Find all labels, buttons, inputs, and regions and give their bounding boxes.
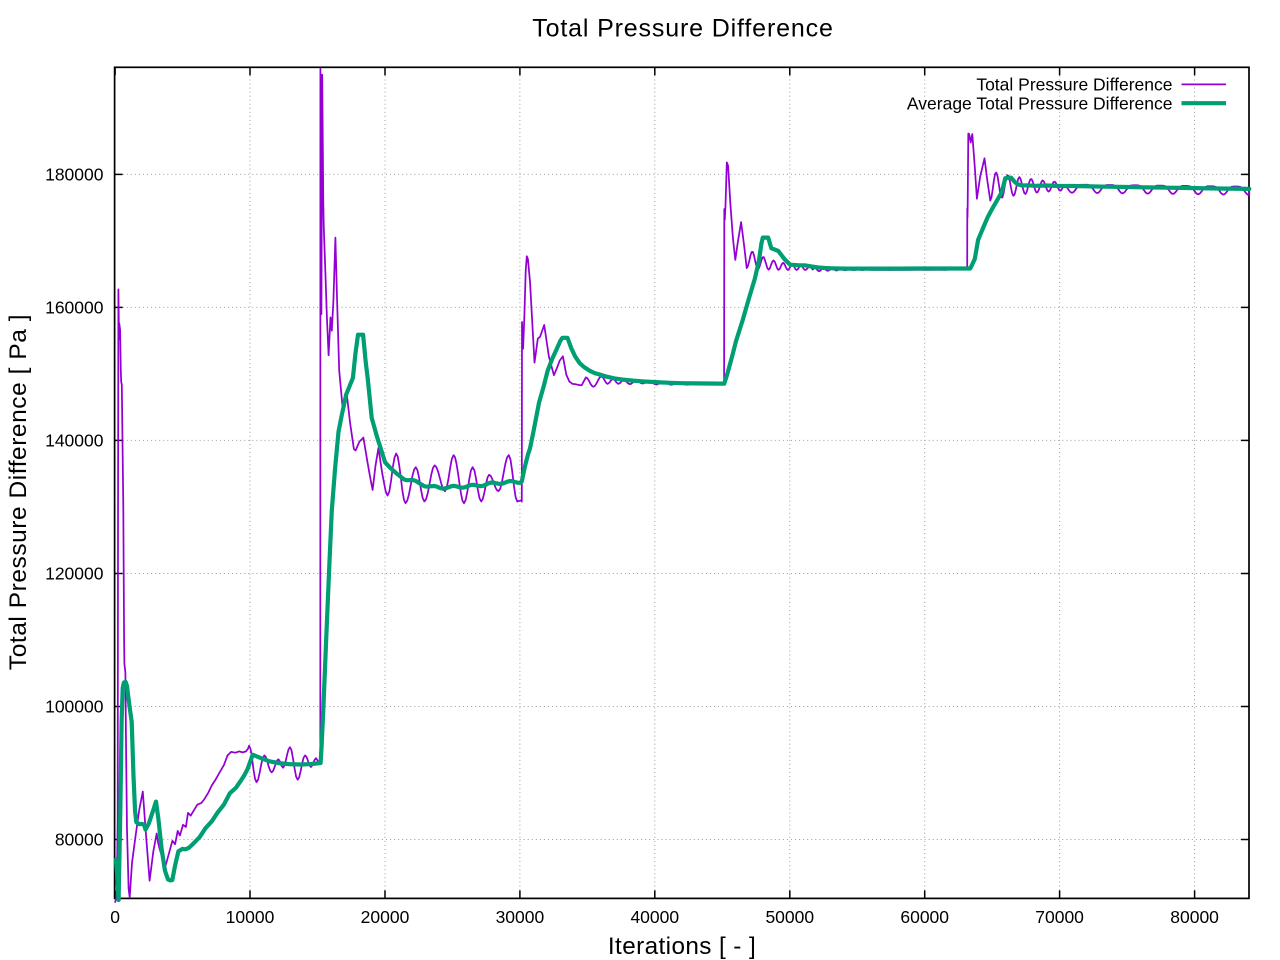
svg-text:Total Pressure Difference [ Pa: Total Pressure Difference [ Pa ] xyxy=(5,314,32,670)
svg-text:70000: 70000 xyxy=(1035,907,1084,927)
svg-text:100000: 100000 xyxy=(45,697,104,717)
svg-text:20000: 20000 xyxy=(361,907,410,927)
svg-text:Average Total Pressure Differe: Average Total Pressure Difference xyxy=(907,94,1173,114)
svg-text:60000: 60000 xyxy=(900,907,949,927)
svg-text:120000: 120000 xyxy=(45,564,104,584)
svg-text:Iterations [ - ]: Iterations [ - ] xyxy=(608,933,756,960)
svg-text:0: 0 xyxy=(110,907,120,927)
svg-text:Total Pressure Difference: Total Pressure Difference xyxy=(532,15,833,43)
svg-text:Total Pressure Difference: Total Pressure Difference xyxy=(976,75,1172,95)
svg-text:160000: 160000 xyxy=(45,298,104,318)
svg-text:30000: 30000 xyxy=(496,907,545,927)
svg-text:180000: 180000 xyxy=(45,165,104,185)
svg-text:40000: 40000 xyxy=(630,907,679,927)
svg-text:80000: 80000 xyxy=(55,830,104,850)
svg-text:50000: 50000 xyxy=(765,907,814,927)
svg-text:10000: 10000 xyxy=(226,907,275,927)
svg-text:140000: 140000 xyxy=(45,431,104,451)
svg-text:80000: 80000 xyxy=(1170,907,1219,927)
